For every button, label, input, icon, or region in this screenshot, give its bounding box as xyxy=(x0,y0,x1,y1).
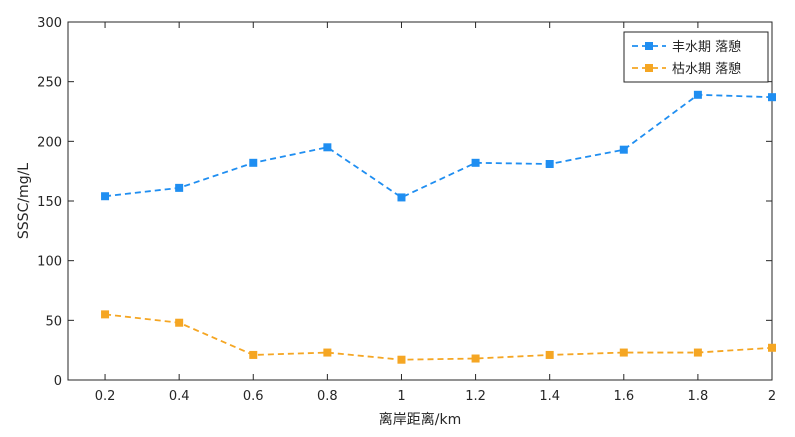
data-point xyxy=(397,355,406,364)
data-point xyxy=(323,143,332,152)
legend-marker xyxy=(645,64,653,72)
legend-box xyxy=(623,31,769,83)
series-line xyxy=(104,93,773,199)
data-point xyxy=(397,193,406,202)
data-point xyxy=(768,343,776,352)
series-2 xyxy=(101,310,776,364)
y-tick-label: 150 xyxy=(37,195,62,210)
y-axis-title: SSSC/mg/L xyxy=(16,163,32,239)
data-point xyxy=(323,348,332,357)
x-tick-label: 1.6 xyxy=(613,389,634,404)
legend-label: 丰水期 落憩 xyxy=(672,39,741,55)
legend-marker xyxy=(645,42,653,50)
data-point xyxy=(619,348,628,357)
x-axis-title: 离岸距离/km xyxy=(379,411,461,428)
series-layer xyxy=(101,90,776,364)
x-tick-label: 2 xyxy=(768,389,776,404)
legend-label: 枯水期 落憩 xyxy=(672,61,741,77)
data-point xyxy=(471,354,480,363)
y-tick-label: 200 xyxy=(37,135,62,150)
legend-entry: 枯水期 落憩 xyxy=(632,61,741,77)
data-point xyxy=(175,183,184,192)
y-tick-label: 300 xyxy=(37,16,62,31)
data-point xyxy=(175,318,184,327)
data-point xyxy=(545,350,554,359)
series-line xyxy=(104,313,773,361)
y-tick-label: 100 xyxy=(37,255,62,270)
x-tick-label: 0.6 xyxy=(243,389,264,404)
data-point xyxy=(693,348,702,357)
legend-entry: 丰水期 落憩 xyxy=(632,39,741,55)
series-1 xyxy=(101,90,776,202)
data-point xyxy=(693,90,702,99)
x-tick-label: 0.4 xyxy=(169,389,190,404)
data-point xyxy=(545,160,554,169)
data-point xyxy=(619,145,628,154)
x-tick-label: 1 xyxy=(397,389,405,404)
data-point xyxy=(249,158,258,167)
y-tick-label: 0 xyxy=(54,374,62,389)
data-point xyxy=(471,158,480,167)
x-tick-label: 1.8 xyxy=(688,389,709,404)
x-tick-label: 0.2 xyxy=(95,389,116,404)
data-point xyxy=(101,310,110,319)
ticks: 0.2 0.4 0.6 0.8 1 1.2 1.4 1.6 1.8 2 0 50 100 150 200 25… xyxy=(37,16,776,404)
data-point xyxy=(249,350,258,359)
y-tick-label: 250 xyxy=(37,76,62,91)
x-tick-label: 1.2 xyxy=(465,389,486,404)
x-tick-label: 0.8 xyxy=(317,389,338,404)
y-tick-label: 50 xyxy=(45,314,62,329)
data-point xyxy=(768,93,776,102)
x-tick-label: 1.4 xyxy=(539,389,560,404)
data-point xyxy=(101,192,110,201)
